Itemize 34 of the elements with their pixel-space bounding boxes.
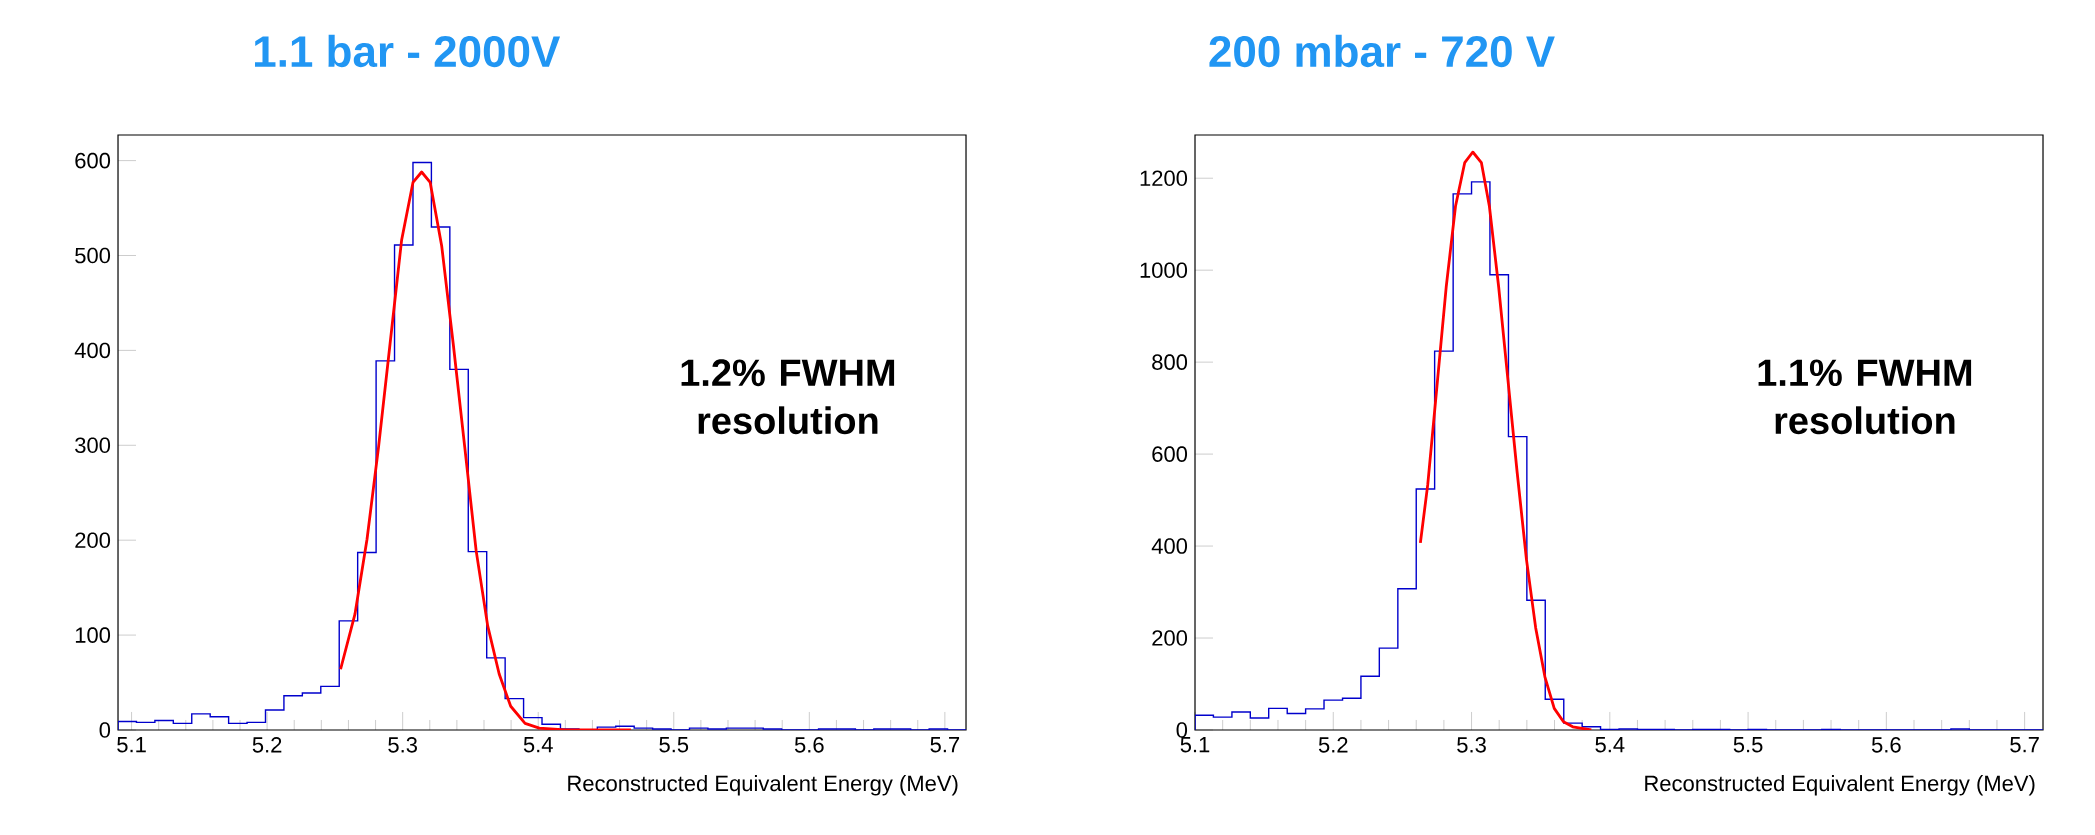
x-tick-label: 5.1 — [1180, 737, 1210, 753]
y-tick-label: 400 — [74, 342, 111, 359]
annotation: 1.1% FWHM resolution — [1758, 359, 1972, 435]
y-tick-label: 600 — [1152, 446, 1188, 462]
y-tick-label: 300 — [75, 437, 111, 454]
x-tick-label: 5.2 — [252, 737, 282, 753]
x-tick-label: 5.3 — [1457, 737, 1486, 753]
y-tick-label: 0 — [1176, 722, 1188, 738]
x-tick-label: 5.7 — [2010, 737, 2039, 753]
y-tick-label: 200 — [75, 532, 111, 548]
x-tick-label: 5.2 — [1318, 737, 1348, 753]
x-tick-label: 5.7 — [930, 737, 960, 753]
x-tick-label: 5.6 — [1871, 737, 1901, 753]
y-tick-label: 500 — [75, 247, 111, 264]
y-tick-label: 800 — [1152, 354, 1188, 370]
y-tick-label: 100 — [75, 627, 111, 643]
x-tick-label: 5.6 — [794, 737, 824, 753]
x-axis-title: Reconstructed Equivalent Energy (MeV) — [568, 775, 958, 796]
annotation: 1.2% FWHM resolution — [681, 359, 895, 435]
x-tick-label: 5.1 — [117, 737, 146, 753]
x-tick-label: 5.5 — [1733, 737, 1763, 753]
x-tick-label: 5.4 — [523, 737, 553, 753]
chart-title: 200 mbar - 720 V — [1209, 34, 1555, 68]
y-tick-label: 200 — [1152, 630, 1188, 646]
y-tick-label: 1000 — [1140, 262, 1188, 278]
chart-title: 1.1 bar - 2000V — [254, 34, 561, 68]
y-tick-label: 1200 — [1140, 170, 1188, 186]
x-tick-label: 5.5 — [659, 737, 689, 753]
y-tick-label: 400 — [1151, 538, 1188, 554]
x-axis-title: Reconstructed Equivalent Energy (MeV) — [1645, 775, 2035, 796]
y-tick-label: 0 — [99, 722, 111, 738]
x-tick-label: 5.4 — [1595, 737, 1625, 753]
x-tick-label: 5.3 — [388, 737, 417, 753]
y-tick-label: 600 — [75, 152, 111, 169]
